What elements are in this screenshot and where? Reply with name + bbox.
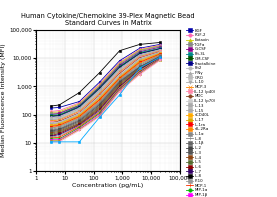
Y-axis label: Median Fluorescence Intensity (MFI): Median Fluorescence Intensity (MFI) xyxy=(1,44,6,157)
Title: Human Cytokine/Chemokine 39-Plex Magnetic Bead
Standard Curves in Matrix: Human Cytokine/Chemokine 39-Plex Magneti… xyxy=(21,13,195,26)
Legend: EGF, FGF-2, Eotaxin, TGFα, G-CSF, Flt-3L, GM-CSF, Fractalkine, Flt2, IFNγ, GRO, : EGF, FGF-2, Eotaxin, TGFα, G-CSF, Flt-3L… xyxy=(186,29,216,197)
X-axis label: Concentration (pg/mL): Concentration (pg/mL) xyxy=(72,183,144,188)
